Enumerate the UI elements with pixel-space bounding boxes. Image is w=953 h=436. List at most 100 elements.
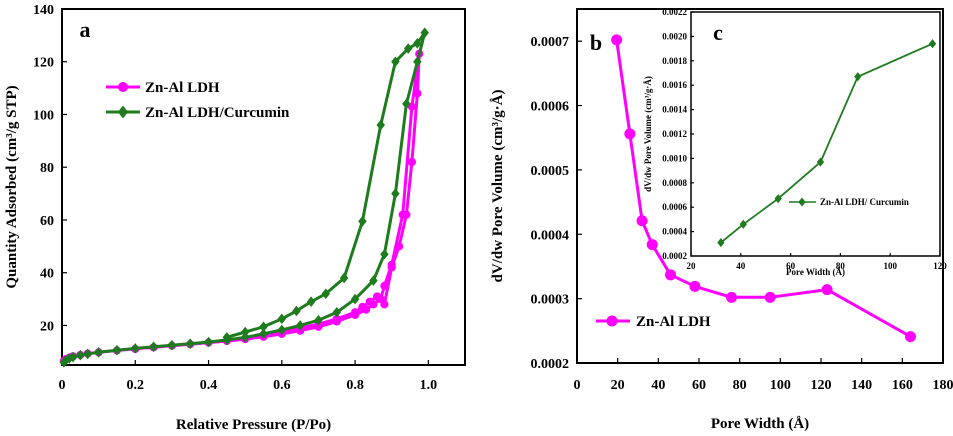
y-tick-label: 140 <box>33 3 54 18</box>
data-point <box>380 281 389 290</box>
data-point <box>726 291 738 303</box>
y-tick-label: 0.0014 <box>662 105 687 115</box>
series-line-2 <box>62 31 427 364</box>
data-point <box>407 157 416 167</box>
legend-marker <box>798 197 806 207</box>
data-point <box>774 194 782 204</box>
legend-label: Zn-Al LDH/ Curcumin <box>820 197 909 207</box>
x-tick-label: 180 <box>933 378 953 393</box>
x-tick-label: 60 <box>786 261 796 271</box>
y-tick-label: 0.0020 <box>662 31 687 41</box>
data-point <box>380 300 389 309</box>
x-tick-label: 0.6 <box>273 378 291 393</box>
data-point <box>646 239 658 251</box>
data-point <box>391 188 400 199</box>
legend-label: Zn-Al LDH <box>145 80 220 96</box>
legend-label: Zn-Al LDH/Curcumin <box>145 105 290 121</box>
data-point <box>295 320 305 331</box>
y-tick-label: 0.0010 <box>662 153 687 163</box>
x-tick-label: 20 <box>611 378 625 393</box>
x-axis-label: Relative Pressure (P/Po) <box>176 417 331 433</box>
data-point <box>611 34 623 46</box>
data-point <box>350 308 360 317</box>
x-tick-label: 120 <box>811 378 832 393</box>
x-tick-label: 40 <box>736 261 746 271</box>
y-tick-label: 0.0002 <box>662 251 687 261</box>
data-point <box>185 338 195 349</box>
data-point <box>376 119 385 131</box>
y-tick-label: 60 <box>40 214 54 229</box>
data-point <box>420 27 429 39</box>
x-tick-label: 140 <box>851 378 872 393</box>
data-point <box>764 291 776 303</box>
x-tick-label: 40 <box>651 378 665 393</box>
data-point <box>240 326 250 338</box>
data-point <box>365 297 374 306</box>
x-tick-label: 0.2 <box>127 378 145 393</box>
y-tick-label: 0.0002 <box>531 357 570 372</box>
data-point <box>277 324 287 336</box>
y-tick-label: 0.0006 <box>531 100 570 115</box>
data-point <box>76 349 85 361</box>
data-point <box>402 210 411 219</box>
y-tick-label: 0.0018 <box>662 56 687 66</box>
data-point <box>387 263 396 272</box>
x-tick-label: 80 <box>836 261 846 271</box>
data-point <box>131 343 140 354</box>
data-point <box>391 56 400 68</box>
data-point <box>904 331 916 343</box>
x-axis-label: Pore Width (Å) <box>786 267 845 277</box>
data-point <box>112 344 122 356</box>
data-point <box>222 332 232 343</box>
series-line-1 <box>615 39 912 338</box>
legend-label: Zn-Al LDH <box>636 314 711 330</box>
y-tick-label: 0.0022 <box>662 7 687 17</box>
data-point <box>928 39 937 49</box>
x-axis-label: Pore Width (Å) <box>711 416 809 432</box>
panel-label: b <box>590 30 602 55</box>
x-tick-label: 60 <box>692 378 706 393</box>
data-point <box>306 296 316 308</box>
data-point <box>717 238 725 248</box>
panel-label: a <box>80 17 91 42</box>
y-tick-label: 0.0012 <box>662 129 687 139</box>
data-point <box>321 288 331 300</box>
y-tick-label: 0.0007 <box>531 35 570 50</box>
legend-marker <box>606 315 618 327</box>
y-axis-label: dV/dw Pore Volume (cm³/g·Å) <box>490 90 506 283</box>
legend-marker <box>118 82 128 92</box>
legend-marker <box>117 105 129 119</box>
y-tick-label: 0.0008 <box>662 178 687 188</box>
x-tick-label: 100 <box>770 378 791 393</box>
plot-frame-a <box>61 8 466 366</box>
y-tick-label: 0.0004 <box>662 227 687 237</box>
x-tick-label: 100 <box>883 261 897 271</box>
y-tick-label: 120 <box>33 56 54 71</box>
data-point <box>854 72 862 82</box>
x-tick-label: 0 <box>574 378 581 393</box>
data-point <box>277 313 287 325</box>
x-tick-label: 80 <box>733 378 747 393</box>
data-point <box>636 215 648 227</box>
data-point <box>380 248 389 260</box>
data-point <box>358 215 367 227</box>
data-point <box>167 339 177 351</box>
y-tick-label: 0.0004 <box>531 228 570 243</box>
data-point <box>149 341 158 353</box>
x-tick-label: 0.8 <box>346 378 364 393</box>
inset-background <box>691 12 940 256</box>
x-tick-label: 160 <box>892 378 913 393</box>
y-tick-label: 20 <box>40 319 54 334</box>
data-point <box>821 284 833 296</box>
data-point <box>332 306 342 318</box>
data-point <box>394 242 404 251</box>
data-point <box>83 348 92 360</box>
y-tick-label: 0.0016 <box>662 80 687 90</box>
data-point <box>816 157 825 167</box>
data-point <box>413 89 422 98</box>
data-point <box>413 56 422 68</box>
y-axis-label: Quantity Adsorbed (cm³/g STP) <box>4 85 20 288</box>
x-tick-label: 1.0 <box>420 378 438 393</box>
